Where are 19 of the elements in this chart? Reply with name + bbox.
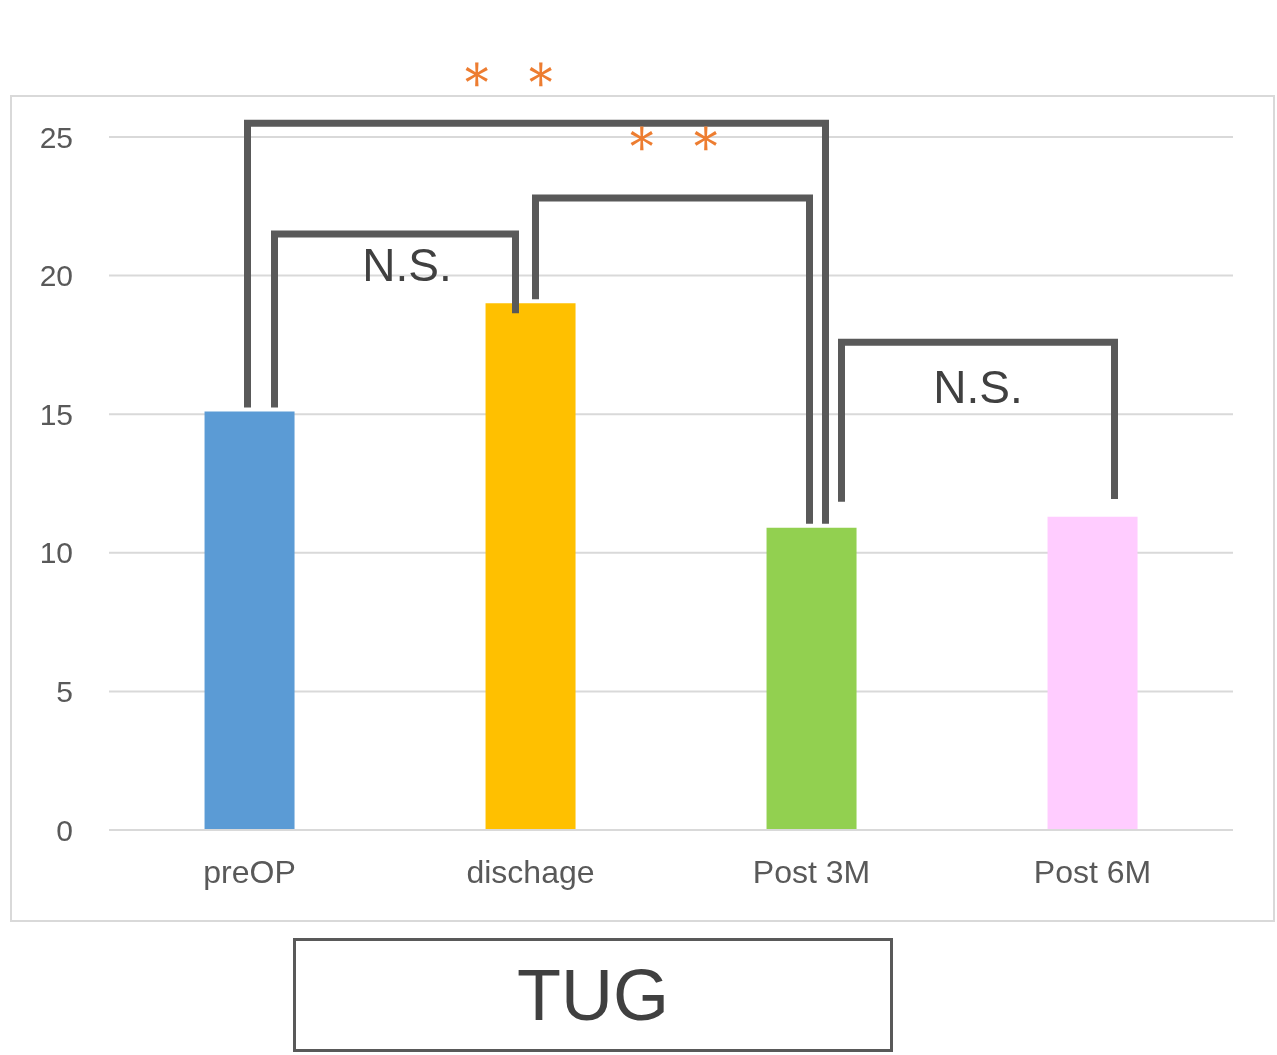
y-tick-label: 5 xyxy=(56,675,73,709)
x-tick-label: Post 3M xyxy=(752,853,871,890)
y-tick-label: 25 xyxy=(39,120,73,154)
bar xyxy=(1047,516,1138,830)
x-tick-label: preOP xyxy=(203,853,296,890)
text: ＊＊ xyxy=(449,49,578,113)
y-tick-label: 10 xyxy=(39,536,73,570)
text: TUG xyxy=(293,938,893,1052)
y-tick-label: 0 xyxy=(56,813,73,847)
x-tick-label: Post 6M xyxy=(1033,853,1152,890)
annotation: N.S. xyxy=(362,239,452,292)
bar xyxy=(485,303,576,830)
x-tick-label: dischage xyxy=(466,853,595,890)
bar xyxy=(766,527,857,830)
y-tick-label: 20 xyxy=(39,259,73,293)
annotation: ＊＊ xyxy=(613,113,742,177)
y-tick-label: 15 xyxy=(39,397,73,431)
annotation: N.S. xyxy=(933,361,1023,414)
bar xyxy=(204,411,295,830)
